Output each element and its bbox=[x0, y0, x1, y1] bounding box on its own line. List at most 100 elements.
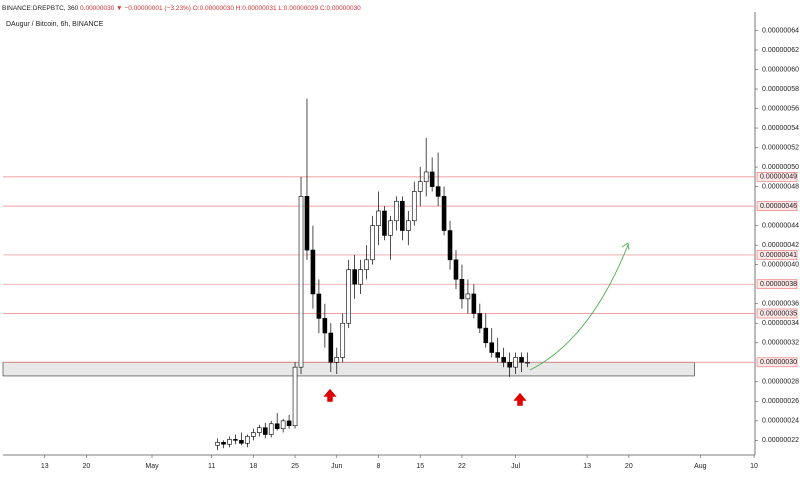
x-tick-label: May bbox=[145, 463, 159, 470]
candle-body bbox=[286, 420, 292, 427]
price-level-box bbox=[756, 171, 798, 182]
y-tick-label: 0.00000026 bbox=[762, 398, 799, 405]
y-tick-label: 0.00000024 bbox=[762, 418, 799, 425]
candle-body bbox=[519, 357, 524, 363]
y-tick-label: 0.00000022 bbox=[762, 437, 799, 444]
candle-body bbox=[227, 439, 232, 445]
candle-body bbox=[435, 186, 441, 197]
candle-body bbox=[292, 366, 298, 427]
candle-body bbox=[459, 279, 465, 300]
candle-body bbox=[346, 269, 351, 324]
x-tick-label: Jul bbox=[511, 463, 520, 470]
y-tick-label: 0.00000058 bbox=[762, 86, 799, 93]
x-tick-label: 15 bbox=[416, 463, 424, 470]
y-tick-label: 0.00000052 bbox=[762, 144, 799, 151]
y-tick-label: 0.00000062 bbox=[762, 47, 799, 54]
change: 0.00000030 ▼ −0.00000001 (−3.23%) bbox=[80, 5, 191, 12]
y-tick-label: 0.00000040 bbox=[762, 262, 799, 269]
candle-body bbox=[256, 427, 262, 433]
candle-body bbox=[525, 361, 530, 364]
price-level-label: 0.00000030 bbox=[760, 359, 797, 366]
ohlc: O:0.00000030 H:0.00000031 L:0.00000029 C… bbox=[193, 5, 361, 12]
candle-body bbox=[340, 322, 346, 358]
candle-body bbox=[233, 439, 238, 441]
x-tick-label: 13 bbox=[41, 463, 49, 470]
candle-body bbox=[453, 259, 459, 280]
candle-body bbox=[215, 442, 220, 446]
y-tick-label: 0.00000056 bbox=[762, 105, 799, 112]
x-tick-label: 8 bbox=[377, 463, 381, 470]
price-level-label: 0.00000035 bbox=[760, 310, 797, 317]
candle-body bbox=[364, 259, 369, 270]
candle-body bbox=[274, 423, 280, 429]
candle-body bbox=[417, 181, 423, 192]
candle-body bbox=[298, 196, 304, 368]
price-level-box bbox=[756, 250, 798, 260]
price-level-box bbox=[756, 201, 798, 211]
price-level-box bbox=[756, 357, 798, 368]
projection-arrowhead bbox=[621, 242, 630, 251]
candle-body bbox=[495, 352, 501, 358]
up-arrow bbox=[513, 392, 527, 406]
price-level-box bbox=[756, 308, 798, 319]
candle-body bbox=[251, 432, 256, 437]
candle-body bbox=[382, 210, 387, 236]
projection-curve bbox=[529, 244, 629, 371]
y-tick-label: 0.00000060 bbox=[762, 66, 799, 73]
candle-body bbox=[465, 293, 471, 300]
symbol: BINANCE:DREPBTC, 360 bbox=[2, 5, 79, 12]
y-tick-label: 0.00000048 bbox=[762, 183, 799, 190]
candle-body bbox=[411, 191, 417, 222]
price-level-box bbox=[756, 279, 798, 290]
candle-body bbox=[304, 196, 310, 251]
candle-body bbox=[280, 420, 286, 429]
candle-body bbox=[370, 225, 375, 261]
candle-body bbox=[376, 210, 381, 226]
x-tick-label: 22 bbox=[458, 463, 466, 470]
candle-body bbox=[447, 230, 453, 261]
price-level-label: 0.00000046 bbox=[760, 203, 797, 210]
candle-body bbox=[429, 171, 435, 187]
header: BINANCE:DREPBTC, 360 0.00000030 ▼ −0.000… bbox=[2, 5, 361, 12]
candle-body bbox=[328, 332, 334, 363]
candle-body bbox=[352, 269, 357, 285]
candle-body bbox=[483, 327, 489, 344]
x-tick-label: 18 bbox=[249, 463, 257, 470]
candle-body bbox=[423, 171, 429, 183]
candle-body bbox=[513, 357, 518, 368]
candle-body bbox=[239, 440, 244, 444]
candle-body bbox=[322, 318, 328, 334]
candle-body bbox=[316, 293, 322, 319]
candle-body bbox=[388, 220, 393, 236]
y-tick-label: 0.00000044 bbox=[762, 222, 799, 229]
x-tick-label: 11 bbox=[208, 463, 215, 470]
candle-body bbox=[471, 293, 477, 314]
x-tick-label: 25 bbox=[291, 463, 299, 470]
plot bbox=[2, 98, 755, 451]
candle-body bbox=[507, 361, 512, 368]
y-tick-label: 0.00000042 bbox=[762, 242, 799, 249]
price-level-label: 0.00000049 bbox=[760, 174, 797, 181]
price-level-label: 0.00000038 bbox=[760, 281, 797, 288]
candle-body bbox=[268, 423, 274, 435]
candle-body bbox=[245, 436, 250, 444]
candle-body bbox=[221, 442, 226, 445]
y-tick-label: 0.00000034 bbox=[762, 320, 799, 327]
candle-body bbox=[262, 427, 268, 435]
candle-body bbox=[406, 220, 411, 231]
candle-body bbox=[310, 249, 316, 295]
candle-body bbox=[394, 200, 399, 222]
y-tick-label: 0.00000036 bbox=[762, 301, 799, 308]
candle-body bbox=[477, 313, 483, 329]
candle-body bbox=[358, 269, 363, 285]
x-tick-label: Jun bbox=[331, 463, 342, 470]
y-tick-label: 0.00000050 bbox=[762, 164, 799, 171]
up-arrow bbox=[323, 388, 337, 402]
x-tick-label: 13 bbox=[583, 463, 591, 470]
candle-body bbox=[400, 200, 405, 231]
candle-body bbox=[489, 342, 495, 353]
y-tick-label: 0.00000064 bbox=[762, 27, 799, 34]
x-tick-label: 20 bbox=[625, 463, 633, 470]
